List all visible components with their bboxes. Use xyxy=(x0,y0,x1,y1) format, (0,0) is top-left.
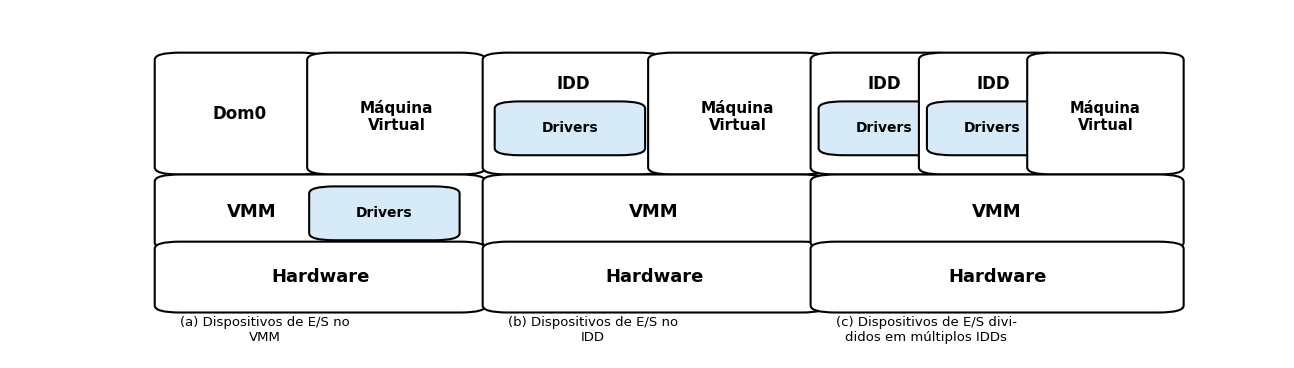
Text: VMM: VMM xyxy=(972,203,1022,221)
FancyBboxPatch shape xyxy=(483,53,663,174)
FancyBboxPatch shape xyxy=(919,53,1068,174)
FancyBboxPatch shape xyxy=(155,242,485,312)
Text: Hardware: Hardware xyxy=(606,268,704,286)
FancyBboxPatch shape xyxy=(810,174,1184,250)
FancyBboxPatch shape xyxy=(155,53,325,174)
Text: Dom0: Dom0 xyxy=(214,105,267,123)
FancyBboxPatch shape xyxy=(648,53,827,174)
Text: VMM: VMM xyxy=(228,203,277,221)
FancyBboxPatch shape xyxy=(494,102,646,155)
FancyBboxPatch shape xyxy=(483,174,827,250)
Text: IDD: IDD xyxy=(556,75,590,93)
Text: (c) Dispositivos de E/S divi-
didos em múltiplos IDDs: (c) Dispositivos de E/S divi- didos em m… xyxy=(836,316,1017,344)
Text: Hardware: Hardware xyxy=(270,268,369,286)
FancyBboxPatch shape xyxy=(155,174,485,250)
FancyBboxPatch shape xyxy=(483,242,827,312)
Text: Máquina
Virtual: Máquina Virtual xyxy=(700,100,774,133)
Text: IDD: IDD xyxy=(868,75,902,93)
Text: Drivers: Drivers xyxy=(855,121,912,135)
FancyBboxPatch shape xyxy=(1027,53,1184,174)
FancyBboxPatch shape xyxy=(810,242,1184,312)
Text: (b) Dispositivos de E/S no
IDD: (b) Dispositivos de E/S no IDD xyxy=(507,316,678,344)
FancyBboxPatch shape xyxy=(819,102,949,155)
Text: (a) Dispositivos de E/S no
VMM: (a) Dispositivos de E/S no VMM xyxy=(180,316,349,344)
Text: Hardware: Hardware xyxy=(949,268,1047,286)
Text: Máquina
Virtual: Máquina Virtual xyxy=(1070,100,1141,133)
Text: Máquina
Virtual: Máquina Virtual xyxy=(360,100,433,133)
FancyBboxPatch shape xyxy=(307,53,485,174)
Text: IDD: IDD xyxy=(976,75,1009,93)
FancyBboxPatch shape xyxy=(309,187,459,240)
FancyBboxPatch shape xyxy=(810,53,959,174)
Text: Drivers: Drivers xyxy=(356,206,413,220)
Text: Drivers: Drivers xyxy=(964,121,1021,135)
FancyBboxPatch shape xyxy=(927,102,1057,155)
Text: VMM: VMM xyxy=(629,203,679,221)
Text: Drivers: Drivers xyxy=(542,121,598,135)
